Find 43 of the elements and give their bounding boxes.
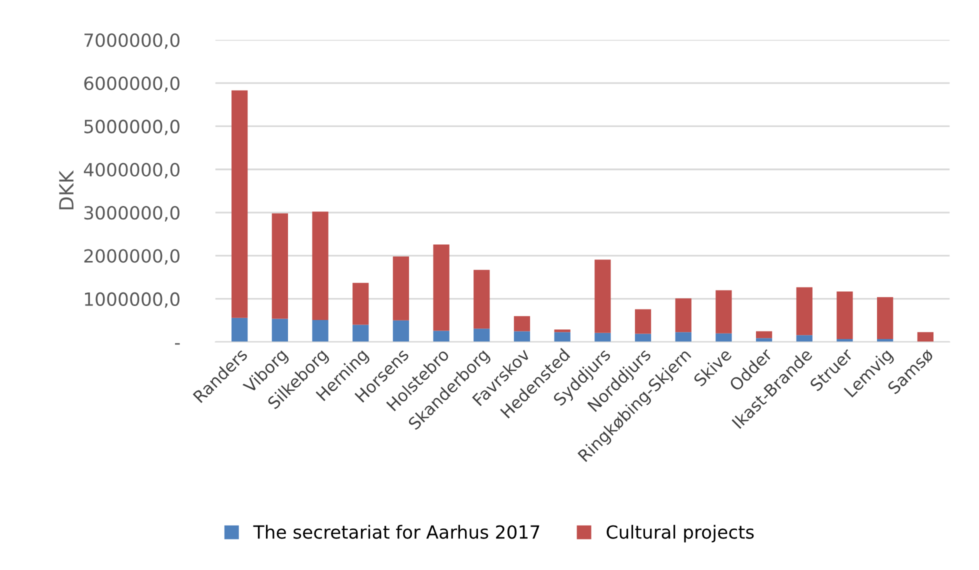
bar bbox=[312, 212, 328, 320]
bar bbox=[796, 335, 812, 342]
y-tick-label: 5000000,0 bbox=[84, 120, 180, 136]
bar bbox=[675, 332, 692, 342]
legend-label: Cultural projects bbox=[606, 524, 754, 542]
bar bbox=[634, 334, 652, 342]
bar bbox=[392, 256, 410, 320]
bar bbox=[634, 309, 652, 334]
bar bbox=[232, 90, 248, 318]
bar bbox=[554, 329, 570, 332]
y-tick-label: 3000000,0 bbox=[84, 206, 180, 222]
y-tick-label: 2000000,0 bbox=[84, 249, 180, 265]
bar bbox=[796, 287, 812, 336]
bar bbox=[836, 292, 853, 339]
y-tick-label: 6000000,0 bbox=[84, 76, 180, 92]
bar bbox=[433, 330, 450, 342]
bar bbox=[917, 332, 934, 342]
bar bbox=[433, 244, 450, 331]
bar bbox=[474, 270, 490, 329]
bar bbox=[474, 328, 490, 342]
bar bbox=[716, 290, 732, 334]
bar bbox=[514, 331, 530, 342]
y-tick-label: 1000000,0 bbox=[85, 292, 180, 308]
bar bbox=[392, 320, 410, 342]
bar bbox=[877, 297, 894, 339]
bar bbox=[272, 318, 288, 342]
bar bbox=[232, 318, 248, 342]
bar bbox=[756, 331, 772, 338]
y-axis-title: DKK bbox=[59, 170, 74, 210]
legend-label: The secretariat for Aarhus 2017 bbox=[253, 524, 540, 539]
bar bbox=[716, 333, 732, 342]
bar bbox=[594, 332, 611, 342]
bar bbox=[594, 260, 611, 333]
y-tick-label: 4000000,0 bbox=[84, 162, 180, 178]
y-tick-label: 7000000,0 bbox=[84, 33, 180, 49]
y-tick-label: - bbox=[175, 343, 180, 345]
bar bbox=[352, 324, 369, 342]
bar bbox=[554, 332, 570, 342]
bar bbox=[352, 282, 369, 325]
bar bbox=[272, 213, 288, 319]
bar bbox=[312, 320, 328, 342]
bar bbox=[675, 298, 692, 332]
bar bbox=[514, 316, 530, 332]
